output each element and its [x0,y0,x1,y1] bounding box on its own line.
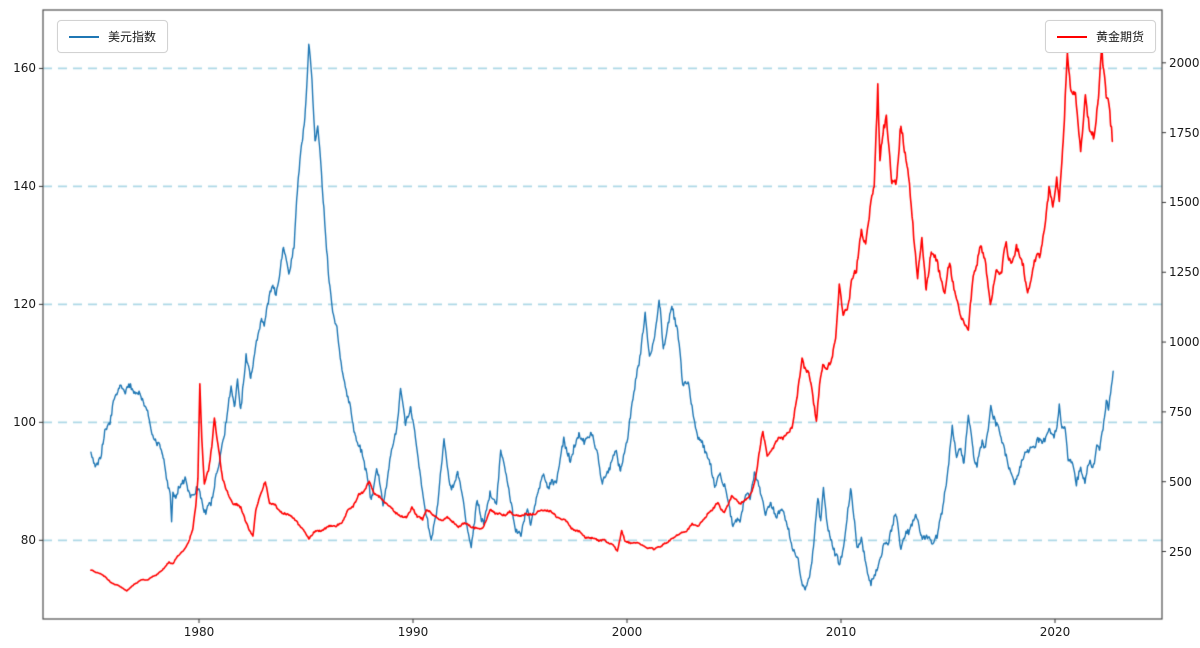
y-left-tick-label: 100 [13,415,36,430]
legend-gold-futures: 黄金期货 [1044,20,1156,53]
legend-line-sample-red [1056,35,1087,38]
y-left-tick-label: 80 [20,533,36,548]
y-right-tick-label: 1250 [1169,265,1200,280]
legend-usd-index: 美元指数 [57,20,169,53]
x-tick-label: 2010 [825,625,857,639]
legend-label-usd-index: 美元指数 [108,30,157,44]
y-right-tick-label: 750 [1169,404,1192,419]
x-tick-label: 2020 [1039,625,1071,639]
x-tick-label: 2000 [611,625,643,639]
y-right-tick-label: 2000 [1169,55,1200,70]
y-right-tick-label: 1500 [1169,195,1200,210]
y-left-tick-label: 160 [13,61,36,76]
y-right-tick-label: 250 [1169,544,1192,559]
x-tick-label: 1980 [183,625,215,639]
y-right-tick-label: 1750 [1169,125,1200,140]
y-left-tick-label: 120 [13,297,36,312]
legend-label-gold-futures: 黄金期货 [1095,30,1144,44]
y-left-tick-label: 140 [13,179,36,194]
x-tick-label: 1990 [397,625,429,639]
y-right-tick-label: 500 [1169,474,1192,489]
y-right-tick-label: 1000 [1169,335,1200,350]
legend-line-sample-blue [69,35,99,38]
